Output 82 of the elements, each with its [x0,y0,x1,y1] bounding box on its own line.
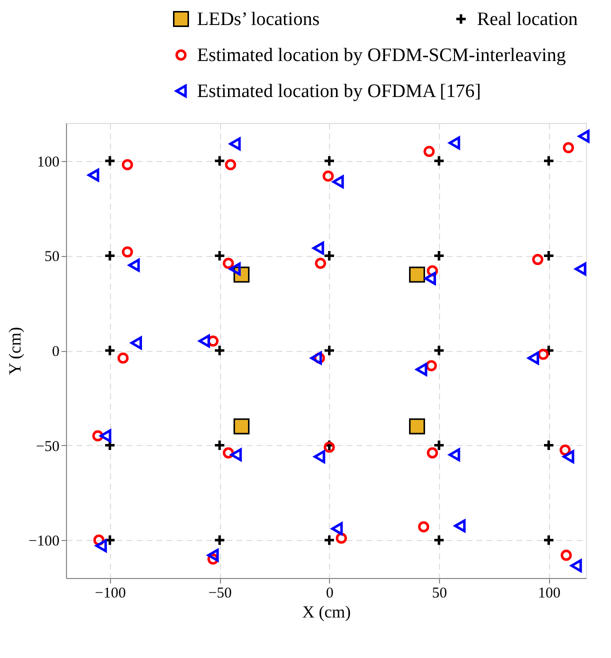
point [100,429,112,442]
y-tick-label: 100 [37,154,60,170]
point [542,250,555,262]
point [312,242,324,255]
point [314,450,326,464]
point [230,448,242,462]
point [214,439,226,452]
point [433,534,445,546]
point [198,334,210,348]
point [454,519,466,532]
point [314,258,326,269]
point [88,168,100,182]
point [570,559,582,572]
point [322,170,334,182]
point [104,250,116,262]
legend-label: LEDs’ locations [197,9,320,30]
point [542,534,555,546]
point [224,159,236,170]
point [214,250,226,262]
point [323,344,336,356]
legend-label: Estimated location by OFDM-SCM-interleaving [197,45,566,66]
x-tick-label: 100 [538,586,560,602]
point [122,159,134,170]
point [426,360,437,372]
point [323,154,336,167]
y-tick-label: 50 [44,249,60,266]
point [542,439,555,452]
point [324,442,335,453]
y-axis-title: Y (cm) [6,327,25,375]
y-tick-label: 0 [52,344,60,360]
legend-label: Real location [477,9,578,30]
point [323,250,336,262]
x-tick-label: 0 [326,586,334,602]
point [532,254,544,266]
point [122,246,134,258]
point [448,136,460,150]
point [424,272,436,285]
point [562,450,574,464]
point [104,344,116,356]
x-tick-label: −50 [208,586,232,602]
point [104,154,116,167]
point [323,534,336,546]
point [214,344,226,356]
legend-label: Estimated location by OFDMA [176] [197,81,481,102]
y-tick-label: −100 [28,534,60,550]
point [424,146,435,158]
point [448,448,460,462]
point [130,336,142,350]
point [574,262,586,276]
point [433,154,445,167]
point [117,352,129,364]
point [310,352,322,365]
point [229,262,241,276]
point [214,154,226,167]
point [331,522,343,536]
point [332,175,344,188]
point [560,550,572,561]
point [104,534,116,546]
point [222,258,234,269]
point [418,521,430,532]
point [229,137,241,150]
point [528,352,540,365]
point [234,418,250,434]
x-axis-title: X (cm) [302,602,351,622]
point [95,539,107,552]
point [433,344,445,356]
point [409,418,426,434]
x-tick-label: −100 [94,586,126,602]
x-tick-label: 50 [432,586,447,602]
point [416,362,428,376]
point [562,142,574,154]
point [128,258,140,272]
point [409,266,426,283]
point [538,348,549,360]
point [433,250,445,262]
point [426,447,438,458]
point [214,534,226,546]
point [207,548,219,562]
point [433,439,445,452]
y-tick-label: −50 [36,438,60,455]
point [542,154,555,167]
point [578,130,590,143]
